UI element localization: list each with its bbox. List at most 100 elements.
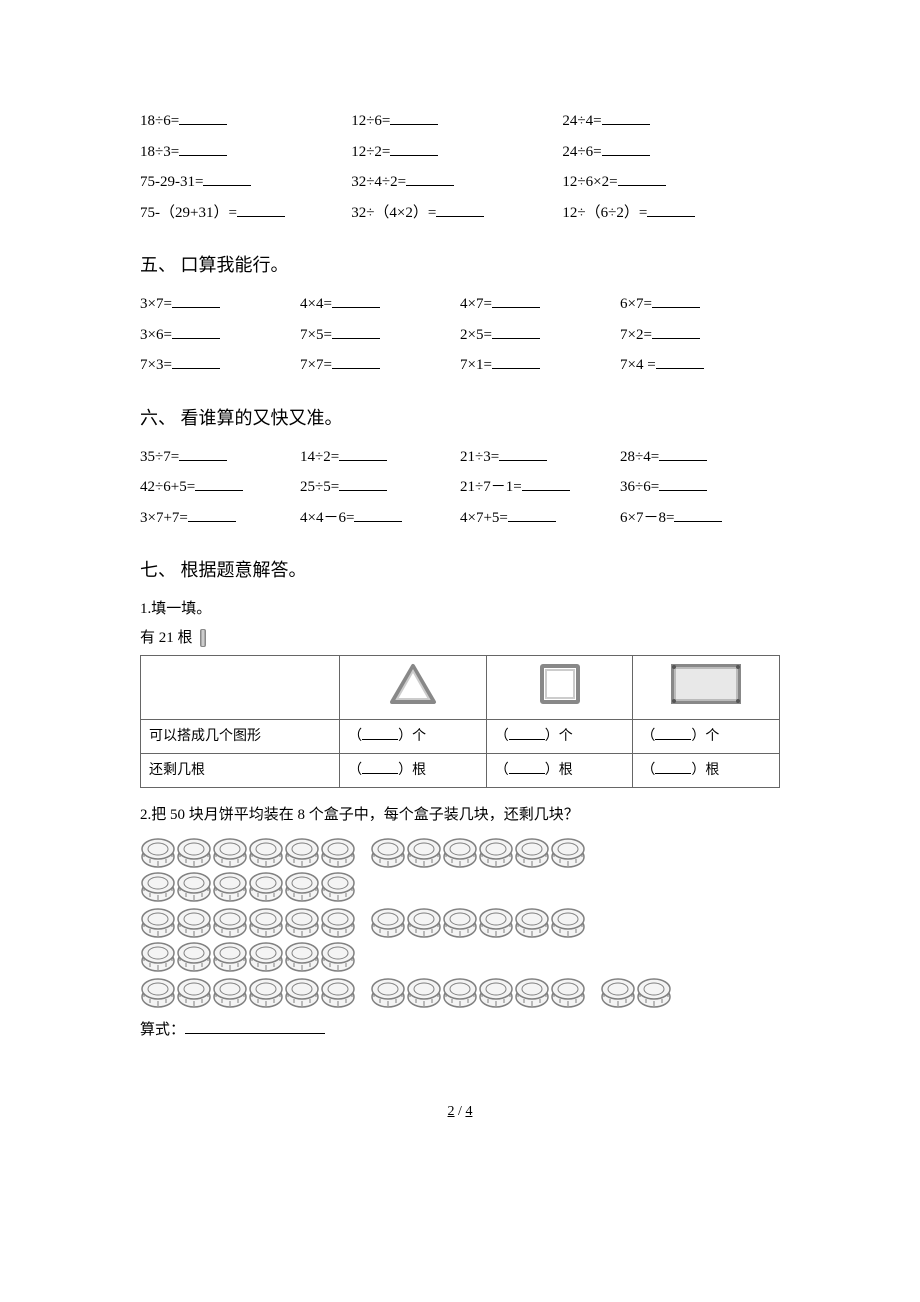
mooncake-icon	[320, 869, 356, 903]
equation: 21÷3=	[460, 446, 620, 469]
equation-text: 21÷3=	[460, 449, 499, 465]
mooncake-icon	[550, 835, 586, 869]
answer-blank[interactable]	[172, 294, 220, 308]
answer-blank[interactable]	[647, 203, 695, 217]
mooncake-icon	[284, 835, 320, 869]
equation-text: 12÷2=	[351, 144, 390, 160]
equation: 35÷7=	[140, 446, 300, 469]
equation-text: 7×7=	[300, 357, 332, 373]
answer-blank[interactable]	[436, 203, 484, 217]
shape-triangle-cell	[340, 656, 487, 720]
mooncake-group	[600, 975, 672, 1009]
answer-blank[interactable]	[492, 325, 540, 339]
answer-blank[interactable]	[354, 508, 402, 522]
page-current: 2	[448, 1104, 455, 1119]
table-row: 可以搭成几个图形 （）个 （）个 （）个	[141, 720, 780, 754]
answer-blank[interactable]	[179, 447, 227, 461]
answer-blank[interactable]	[203, 172, 251, 186]
answer-blank[interactable]	[172, 355, 220, 369]
equation-text: 36÷6=	[620, 479, 659, 495]
mooncake-icon	[284, 869, 320, 903]
blank-cell[interactable]: （）个	[340, 720, 487, 754]
mooncake-icon	[212, 905, 248, 939]
equation-text: 4×7+5=	[460, 510, 508, 526]
answer-blank[interactable]	[179, 111, 227, 125]
mooncake-icon	[248, 905, 284, 939]
answer-blank[interactable]	[172, 325, 220, 339]
equation: 32÷4÷2=	[351, 171, 562, 194]
equation: 7×3=	[140, 354, 300, 377]
mooncake-group	[140, 835, 356, 869]
square-icon	[538, 695, 582, 710]
mooncake-icon	[248, 975, 284, 1009]
equation: 14÷2=	[300, 446, 460, 469]
blank-cell[interactable]: （）根	[340, 754, 487, 788]
equation-row: 35÷7=14÷2=21÷3=28÷4=	[140, 446, 780, 469]
answer-blank[interactable]	[492, 355, 540, 369]
equation-row: 3×7=4×4=4×7=6×7=	[140, 293, 780, 316]
equation-text: 14÷2=	[300, 449, 339, 465]
blank-cell[interactable]: （）根	[633, 754, 780, 788]
answer-blank[interactable]	[659, 447, 707, 461]
answer-blank[interactable]	[390, 111, 438, 125]
mooncake-icon	[248, 835, 284, 869]
answer-blank[interactable]	[332, 355, 380, 369]
equation-text: 3×7=	[140, 296, 172, 312]
answer-blank[interactable]	[652, 325, 700, 339]
mooncake-icon	[176, 939, 212, 973]
answer-blank[interactable]	[339, 477, 387, 491]
answer-blank[interactable]	[602, 111, 650, 125]
mooncake-icon	[600, 975, 636, 1009]
answer-blank[interactable]	[674, 508, 722, 522]
answer-blank[interactable]	[652, 294, 700, 308]
answer-blank[interactable]	[522, 477, 570, 491]
blank-cell[interactable]: （）根	[486, 754, 633, 788]
equation: 7×1=	[460, 354, 620, 377]
shape-rectangle-cell	[633, 656, 780, 720]
answer-blank[interactable]	[406, 172, 454, 186]
answer-blank[interactable]	[339, 447, 387, 461]
mooncake-icon	[370, 905, 406, 939]
equation: 12÷6×2=	[562, 171, 773, 194]
equation: 25÷5=	[300, 476, 460, 499]
answer-blank[interactable]	[508, 508, 556, 522]
mooncake-icon	[140, 905, 176, 939]
mooncake-group	[370, 905, 586, 939]
unit: 根	[412, 763, 426, 778]
answer-blank[interactable]	[332, 294, 380, 308]
blank-cell[interactable]: （）个	[633, 720, 780, 754]
blank-cell[interactable]: （）个	[486, 720, 633, 754]
mooncake-icon	[442, 975, 478, 1009]
equation: 4×7+5=	[460, 507, 620, 530]
answer-blank[interactable]	[179, 142, 227, 156]
equation-row: 3×7+7=4×4－6=4×7+5=6×7－8=	[140, 507, 780, 530]
equation: 4×7=	[460, 293, 620, 316]
answer-blank[interactable]	[656, 355, 704, 369]
stick-icon	[200, 629, 206, 647]
equation-text: 35÷7=	[140, 449, 179, 465]
mooncake-icon	[320, 939, 356, 973]
answer-blank[interactable]	[659, 477, 707, 491]
mooncake-icon	[478, 975, 514, 1009]
equation: 12÷6=	[351, 110, 562, 133]
rectangle-icon	[671, 664, 741, 704]
mooncake-icon	[370, 835, 406, 869]
formula-blank[interactable]	[185, 1020, 325, 1034]
answer-blank[interactable]	[390, 142, 438, 156]
equation-row: 18÷3=12÷2=24÷6=	[140, 141, 780, 164]
triangle-icon	[389, 663, 437, 705]
equation-text: 7×3=	[140, 357, 172, 373]
answer-blank[interactable]	[188, 508, 236, 522]
answer-blank[interactable]	[332, 325, 380, 339]
answer-blank[interactable]	[618, 172, 666, 186]
equation-row: 42÷6+5=25÷5=21÷7－1=36÷6=	[140, 476, 780, 499]
equation-text: 12÷6×2=	[562, 174, 617, 190]
answer-blank[interactable]	[492, 294, 540, 308]
mooncake-icon	[176, 975, 212, 1009]
q1-label: 1.填一填。	[140, 598, 780, 621]
answer-blank[interactable]	[499, 447, 547, 461]
answer-blank[interactable]	[237, 203, 285, 217]
answer-blank[interactable]	[602, 142, 650, 156]
unit: 个	[412, 729, 426, 744]
answer-blank[interactable]	[195, 477, 243, 491]
